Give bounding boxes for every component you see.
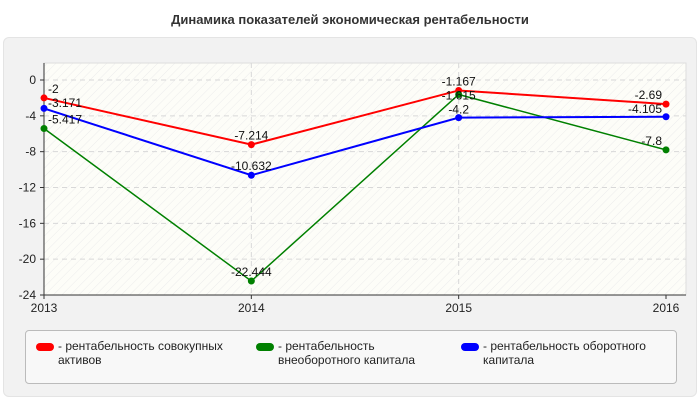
data-point bbox=[662, 146, 670, 154]
legend-label: - рентабельность внеоборотного капитала bbox=[278, 339, 415, 367]
data-label: -4.2 bbox=[448, 102, 469, 116]
legend-swatch bbox=[256, 343, 274, 351]
legend-swatch bbox=[36, 343, 54, 351]
y-tick-label: -20 bbox=[19, 252, 37, 266]
series-line bbox=[43, 89, 667, 146]
data-label: -3.171 bbox=[48, 96, 82, 110]
data-point bbox=[247, 141, 255, 149]
y-tick-label: -4 bbox=[25, 109, 36, 123]
data-point bbox=[40, 104, 48, 112]
legend-item[interactable]: - рентабельность совокупных активов bbox=[36, 339, 246, 367]
chart-title: Динамика показателей экономическая рента… bbox=[171, 12, 529, 27]
data-label: -1.615 bbox=[442, 88, 476, 102]
data-label: -2 bbox=[48, 82, 59, 96]
data-point bbox=[662, 100, 670, 108]
data-point bbox=[455, 114, 463, 122]
data-label: -5.417 bbox=[48, 113, 82, 127]
y-tick-label: -8 bbox=[25, 145, 36, 159]
x-tick-label: 2013 bbox=[31, 301, 58, 315]
data-point bbox=[40, 94, 48, 102]
legend-label: - рентабельность оборотного капитала bbox=[483, 339, 646, 367]
data-point bbox=[40, 125, 48, 133]
x-tick-label: 2016 bbox=[653, 301, 680, 315]
data-label: -2.69 bbox=[635, 88, 663, 102]
data-label: -22.444 bbox=[231, 265, 272, 279]
series-line bbox=[43, 93, 667, 283]
data-label: -10.632 bbox=[231, 159, 272, 173]
legend: - рентабельность совокупных активов - ре… bbox=[25, 330, 677, 384]
data-point bbox=[247, 171, 255, 179]
series-line bbox=[43, 107, 667, 177]
data-point bbox=[247, 277, 255, 285]
y-tick-label: -12 bbox=[19, 181, 37, 195]
data-label: -4.105 bbox=[628, 102, 662, 116]
y-tick-label: -24 bbox=[19, 288, 37, 302]
legend-item[interactable]: - рентабельность внеоборотного капитала bbox=[256, 339, 446, 367]
data-label: -1.167 bbox=[442, 74, 476, 88]
y-tick-label: -16 bbox=[19, 216, 37, 230]
x-tick-label: 2014 bbox=[238, 301, 265, 315]
x-tick-label: 2015 bbox=[445, 301, 472, 315]
legend-swatch bbox=[461, 343, 479, 351]
legend-item[interactable]: - рентабельность оборотного капитала bbox=[461, 339, 671, 367]
data-label: -7.8 bbox=[641, 134, 662, 148]
data-label: -7.214 bbox=[234, 129, 268, 143]
data-point bbox=[662, 113, 670, 121]
y-tick-label: 0 bbox=[29, 73, 36, 87]
data-point bbox=[455, 90, 463, 98]
legend-label: - рентабельность совокупных активов bbox=[58, 339, 223, 367]
